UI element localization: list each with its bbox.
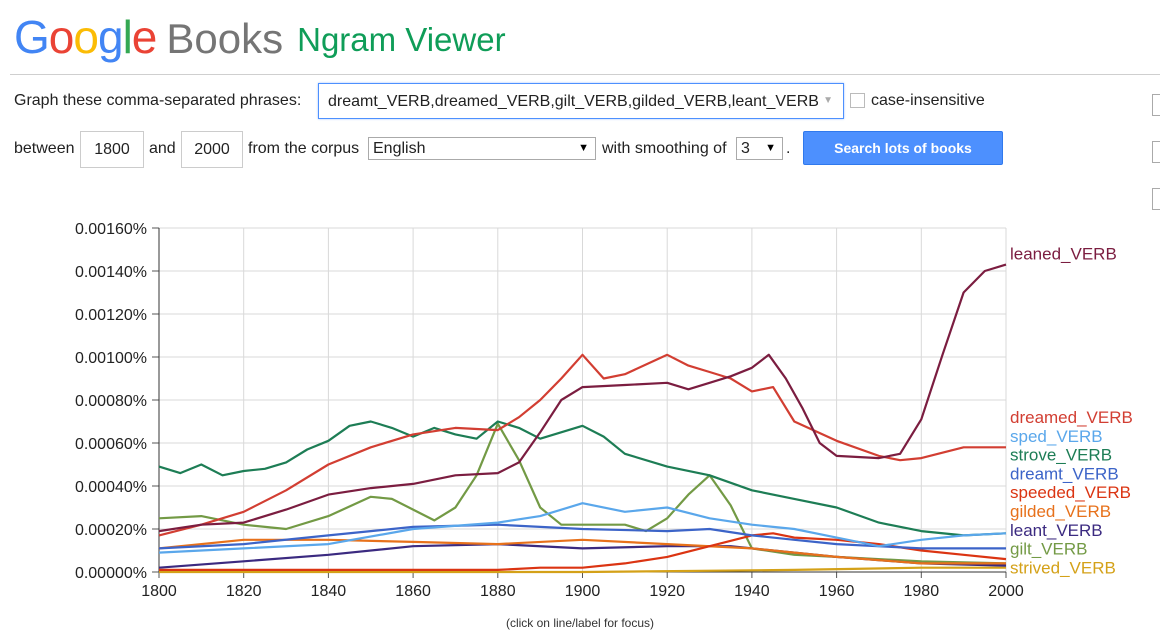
focus-hint: (click on line/label for focus) [505,616,655,630]
corpus-select-value: English [373,140,426,157]
legend-label[interactable]: gilded_VERB [1010,502,1111,521]
legend-label[interactable]: strove_VERB [1010,446,1112,465]
ngram-viewer-title: Ngram Viewer [297,21,506,58]
smoothing-select[interactable]: 3 ▼ [736,137,783,160]
phrases-label: Graph these comma-separated phrases: [14,92,302,109]
y-tick-label: 0.00120% [75,307,147,324]
x-tick-label: 1880 [480,583,516,600]
series-line-sped_VERB[interactable] [158,502,1007,554]
x-tick-label: 1940 [734,583,770,600]
clipped-controls [1152,94,1160,235]
x-tick-label: 1800 [141,583,177,600]
legend-label[interactable]: dreamt_VERB [1010,464,1119,483]
y-tick-label: 0.00080% [75,393,147,410]
google-wordmark: Google [14,11,157,63]
corpus-dropdown-icon: ▼ [578,142,589,154]
logo-letter: e [131,11,158,63]
legend-label[interactable]: dreamed_VERB [1010,408,1133,427]
legend-label[interactable]: strived_VERB [1010,558,1116,577]
y-tick-label: 0.00140% [75,264,147,281]
y-tick-label: 0.00100% [75,350,147,367]
corpus-label: from the corpus [248,140,360,157]
series-line-leaned_VERB[interactable] [158,263,1007,533]
books-wordmark: Books [166,15,284,62]
google-books-logo[interactable]: Google Books Ngram Viewer [14,10,506,70]
end-year-input[interactable]: 2000 [181,131,243,168]
y-tick-label: 0.00160% [75,221,147,238]
case-insensitive-label[interactable]: case-insensitive [871,92,985,109]
series-line-strived_VERB[interactable] [159,566,1006,574]
phrases-input-value: dreamt_VERB,dreamed_VERB,gilt_VERB,gilde… [328,93,818,110]
series-line-gilded_VERB[interactable] [158,538,1006,565]
smoothing-select-value: 3 [741,140,750,157]
logo-letter: g [97,11,124,63]
and-label: and [149,140,176,157]
series-line-dreamed_VERB[interactable] [158,353,1006,537]
y-tick-label: 0.00020% [75,522,147,539]
x-tick-label: 1860 [395,583,431,600]
logo-letter: o [73,11,99,63]
smoothing-label: with smoothing of [602,140,727,157]
y-tick-label: 0.00040% [75,479,147,496]
x-tick-label: 2000 [988,583,1024,600]
legend-label[interactable]: gilt_VERB [1010,540,1087,559]
logo-letter: o [48,11,75,63]
search-button[interactable]: Search lots of books [803,131,1003,165]
legend-label[interactable]: leaned_VERB [1010,245,1117,264]
legend-label[interactable]: speeded_VERB [1010,483,1131,502]
header-divider [10,74,1160,75]
x-tick-label: 1820 [226,583,262,600]
between-label: between [14,140,75,157]
series-line-strove_VERB[interactable] [158,420,1007,537]
x-tick-label: 1960 [819,583,855,600]
series-line-dreamt_VERB[interactable] [158,523,1006,550]
x-tick-label: 1980 [904,583,940,600]
x-tick-label: 1840 [311,583,347,600]
smoothing-dropdown-icon: ▼ [765,142,776,154]
smoothing-period: . [786,140,791,157]
phrases-input[interactable]: dreamt_VERB,dreamed_VERB,gilt_VERB,gilde… [318,83,844,119]
x-tick-label: 1900 [565,583,601,600]
logo-letter: l [122,11,133,63]
x-tick-label: 1920 [649,583,685,600]
ngram-chart: 0.00000% 0.00020% 0.00040% 0.00060% 0.00080%… [75,221,1133,600]
logo-letter: G [14,11,50,63]
y-tick-label: 0.00060% [75,436,147,453]
phrases-dropdown-icon[interactable]: ▼ [823,95,833,106]
case-insensitive-checkbox[interactable] [850,93,865,108]
corpus-select[interactable]: English ▼ [368,137,596,160]
y-tick-label: 0.00000% [75,565,147,582]
legend-label[interactable]: leant_VERB [1010,521,1103,540]
start-year-input[interactable]: 1800 [80,131,144,168]
legend-label[interactable]: sped_VERB [1010,427,1103,446]
